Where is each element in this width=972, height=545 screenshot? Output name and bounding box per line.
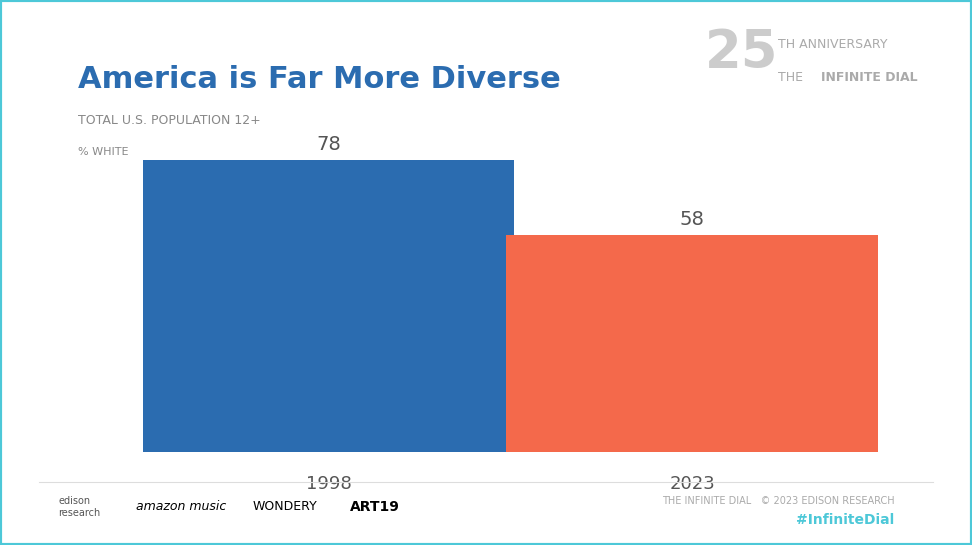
Text: ART19: ART19	[350, 500, 399, 514]
Bar	[143, 160, 514, 452]
Text: edison
research: edison research	[58, 496, 100, 518]
Text: THE: THE	[778, 71, 807, 84]
Text: 2023: 2023	[669, 475, 715, 493]
Text: TOTAL U.S. POPULATION 12+: TOTAL U.S. POPULATION 12+	[78, 114, 260, 128]
Text: 78: 78	[316, 135, 341, 154]
Text: 1998: 1998	[305, 475, 352, 493]
Text: 25: 25	[705, 27, 778, 79]
Text: WONDERY: WONDERY	[253, 500, 318, 513]
Text: 58: 58	[679, 210, 705, 229]
Bar	[506, 234, 878, 452]
Text: INFINITE DIAL: INFINITE DIAL	[821, 71, 918, 84]
Text: TH ANNIVERSARY: TH ANNIVERSARY	[778, 38, 887, 51]
Text: THE INFINITE DIAL   © 2023 EDISON RESEARCH: THE INFINITE DIAL © 2023 EDISON RESEARCH	[662, 496, 894, 506]
Text: America is Far More Diverse: America is Far More Diverse	[78, 65, 561, 94]
Text: amazon music: amazon music	[136, 500, 226, 513]
Text: #InfiniteDial: #InfiniteDial	[796, 513, 894, 528]
Text: % WHITE: % WHITE	[78, 147, 128, 157]
